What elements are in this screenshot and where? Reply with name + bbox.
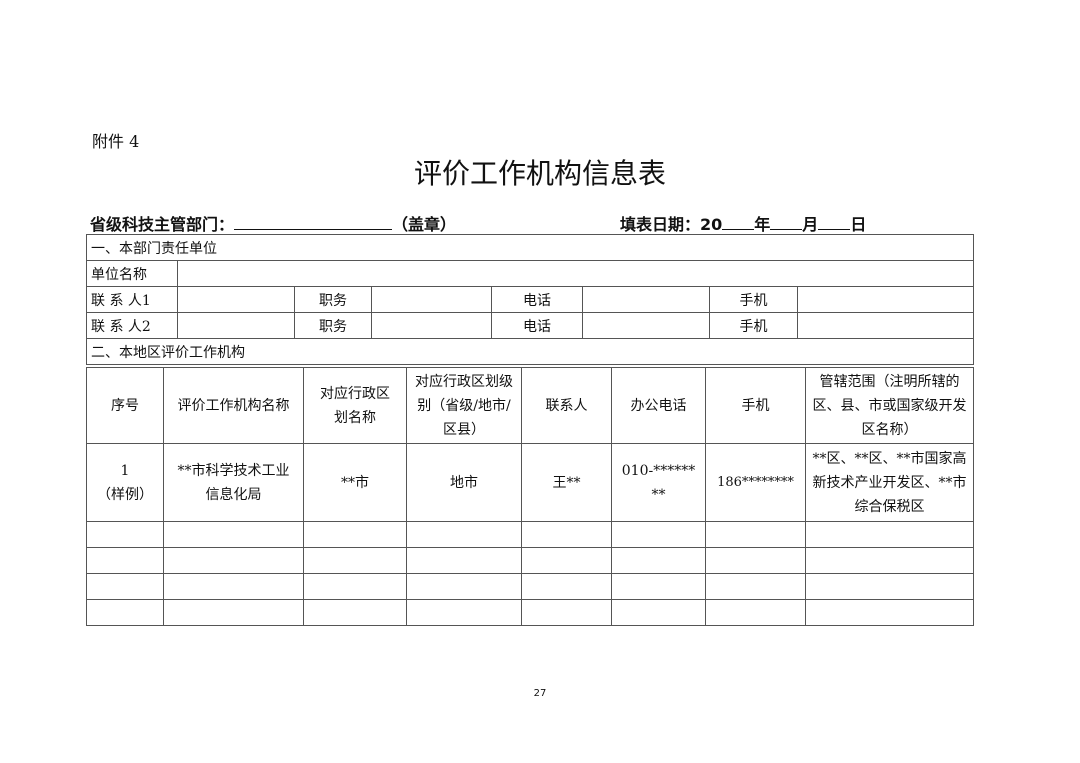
empty-cell[interactable] [521, 547, 612, 574]
empty-cell[interactable] [163, 547, 304, 574]
empty-cell[interactable] [705, 547, 806, 574]
sample-row: 1 （样例） **市科学技术工业信息化局 **市 地市 王** 010-****… [86, 443, 974, 522]
empty-cell[interactable] [611, 547, 706, 574]
col-header: 序号 [86, 367, 164, 444]
empty-cell[interactable] [611, 573, 706, 600]
empty-cell[interactable] [406, 599, 522, 626]
empty-cell[interactable] [406, 521, 522, 548]
empty-cell[interactable] [805, 573, 974, 600]
dept-label: 省级科技主管部门： [90, 215, 235, 234]
cell: 1 （样例） [86, 443, 164, 522]
empty-cell[interactable] [163, 573, 304, 600]
cell: **市科学技术工业信息化局 [163, 443, 304, 522]
seal-label: （盖章） [392, 215, 457, 234]
contact-row: 联 系 人1 职务 电话 手机 [86, 286, 974, 313]
month-blank[interactable] [770, 215, 803, 230]
empty-cell[interactable] [303, 599, 407, 626]
mobile-label: 手机 [709, 286, 798, 313]
month-label: 月 [802, 215, 819, 234]
empty-cell[interactable] [521, 599, 612, 626]
empty-row [86, 599, 974, 626]
empty-row [86, 573, 974, 600]
empty-cell[interactable] [805, 547, 974, 574]
empty-cell[interactable] [86, 547, 164, 574]
year-blank[interactable] [722, 215, 755, 230]
page-number: 27 [533, 688, 547, 699]
empty-cell[interactable] [611, 599, 706, 626]
empty-cell[interactable] [303, 547, 407, 574]
empty-cell[interactable] [303, 573, 407, 600]
cell: 186******** [705, 443, 806, 522]
evaluation-agency-table: 序号 评价工作机构名称 对应行政区划名称 对应行政区划级别（省级/地市/区县） … [86, 367, 974, 626]
col-header: 对应行政区划级别（省级/地市/区县） [406, 367, 522, 444]
mobile-field[interactable] [797, 286, 974, 313]
empty-cell[interactable] [805, 599, 974, 626]
empty-cell[interactable] [705, 599, 806, 626]
empty-cell[interactable] [705, 521, 806, 548]
empty-cell[interactable] [406, 573, 522, 600]
empty-cell[interactable] [86, 573, 164, 600]
empty-cell[interactable] [303, 521, 407, 548]
col-header: 手机 [705, 367, 806, 444]
cell: **区、**区、**市国家高新技术产业开发区、**市综合保税区 [805, 443, 974, 522]
contact-label: 联 系 人1 [86, 286, 178, 313]
cell: **市 [303, 443, 407, 522]
contact-row: 联 系 人2 职务 电话 手机 [86, 312, 974, 339]
contact-field[interactable] [177, 312, 295, 339]
empty-cell[interactable] [163, 521, 304, 548]
empty-cell[interactable] [705, 573, 806, 600]
empty-cell[interactable] [521, 573, 612, 600]
empty-row [86, 547, 974, 574]
empty-cell[interactable] [521, 521, 612, 548]
section1-heading: 一、本部门责任单位 [86, 234, 974, 261]
cell: 地市 [406, 443, 522, 522]
empty-cell[interactable] [406, 547, 522, 574]
date-label: 填表日期：20 [620, 215, 723, 234]
empty-cell[interactable] [86, 521, 164, 548]
position-field[interactable] [371, 312, 492, 339]
col-header: 联系人 [521, 367, 612, 444]
phone-label: 电话 [491, 286, 583, 313]
col-header: 办公电话 [611, 367, 706, 444]
day-label: 日 [850, 215, 867, 234]
section2-heading: 二、本地区评价工作机构 [86, 338, 974, 365]
empty-cell[interactable] [611, 521, 706, 548]
phone-field[interactable] [582, 286, 710, 313]
phone-label: 电话 [491, 312, 583, 339]
date-line: 填表日期：20 年 月 日 [620, 211, 866, 235]
empty-cell[interactable] [86, 599, 164, 626]
responsible-unit-table: 一、本部门责任单位 单位名称 联 系 人1 职务 电话 手机 联 系 人2 职务… [86, 234, 974, 365]
unit-label: 单位名称 [86, 260, 178, 287]
contact-field[interactable] [177, 286, 295, 313]
contact-label: 联 系 人2 [86, 312, 178, 339]
year-label: 年 [754, 215, 771, 234]
col-header: 管辖范围（注明所辖的区、县、市或国家级开发区名称） [805, 367, 974, 444]
position-field[interactable] [371, 286, 492, 313]
dept-blank[interactable] [234, 215, 393, 230]
header-row: 序号 评价工作机构名称 对应行政区划名称 对应行政区划级别（省级/地市/区县） … [86, 367, 974, 444]
empty-row [86, 521, 974, 548]
col-header: 评价工作机构名称 [163, 367, 304, 444]
annex-label: 附件 4 [92, 132, 140, 151]
mobile-field[interactable] [797, 312, 974, 339]
col-header: 对应行政区划名称 [303, 367, 407, 444]
day-blank[interactable] [818, 215, 851, 230]
position-label: 职务 [294, 312, 372, 339]
empty-cell[interactable] [805, 521, 974, 548]
position-label: 职务 [294, 286, 372, 313]
mobile-label: 手机 [709, 312, 798, 339]
cell: 010-******** [611, 443, 706, 522]
unit-name-field[interactable] [177, 260, 974, 287]
empty-cell[interactable] [163, 599, 304, 626]
document-title: 评价工作机构信息表 [413, 157, 666, 190]
dept-line: 省级科技主管部门： （盖章） [90, 211, 456, 235]
phone-field[interactable] [582, 312, 710, 339]
cell: 王** [521, 443, 612, 522]
